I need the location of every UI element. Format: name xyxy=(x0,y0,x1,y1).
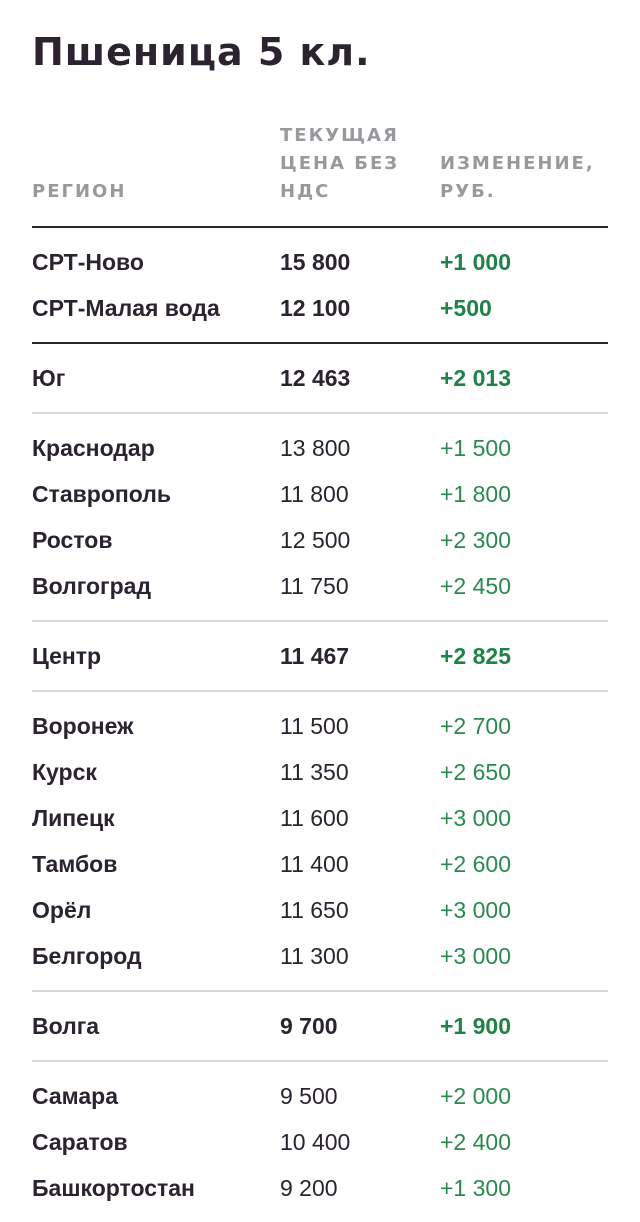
change-cell: +3 000 xyxy=(440,805,511,831)
region-cell: Башкортостан xyxy=(32,1175,195,1201)
change-cell: +2 400 xyxy=(440,1129,511,1155)
region-cell: Курск xyxy=(32,759,97,785)
page-title: Пшеница 5 кл. xyxy=(32,30,371,74)
change-cell: +2 600 xyxy=(440,851,511,877)
region-cell: Тамбов xyxy=(32,851,118,877)
summary-row: СРТ-Малая вода 12 100 +500 xyxy=(32,285,608,331)
price-cell: 10 400 xyxy=(280,1129,351,1155)
change-cell: +2 825 xyxy=(440,643,511,669)
region-cell: Липецк xyxy=(32,805,115,831)
price-cell: 9 700 xyxy=(280,1013,338,1039)
price-cell: 13 800 xyxy=(280,435,351,461)
group-divider xyxy=(32,226,608,228)
region-cell: Орёл xyxy=(32,897,92,923)
group-divider xyxy=(32,690,608,692)
price-cell: 11 400 xyxy=(280,851,349,877)
table-header: РЕГИОН ТЕКУЩАЯ ЦЕНА БЕЗ НДС ИЗМЕНЕНИЕ, Р… xyxy=(32,120,608,206)
price-cell: 12 463 xyxy=(280,365,351,391)
table-row: Самара 9 500 +2 000 xyxy=(32,1073,608,1119)
region-cell: Волга xyxy=(32,1013,100,1039)
change-cell: +1 000 xyxy=(440,249,511,275)
region-cell: Белгород xyxy=(32,943,142,969)
table-row: Воронеж 11 500 +2 700 xyxy=(32,703,608,749)
price-cell: 11 650 xyxy=(280,897,349,923)
price-cell: 11 500 xyxy=(280,713,349,739)
table-row: Курск 11 350 +2 650 xyxy=(32,749,608,795)
region-cell: Волгоград xyxy=(32,573,152,599)
table-row: Саратов 10 400 +2 400 xyxy=(32,1119,608,1165)
group-divider xyxy=(32,412,608,414)
row-group: Воронеж 11 500 +2 700 Курск 11 350 +2 650 Липе… xyxy=(32,692,608,990)
change-cell: +2 450 xyxy=(440,573,511,599)
change-cell: +2 000 xyxy=(440,1083,511,1109)
change-cell: +1 500 xyxy=(440,435,511,461)
price-cell: 12 100 xyxy=(280,295,351,321)
region-cell: Воронеж xyxy=(32,713,134,739)
price-cell: 9 500 xyxy=(280,1083,338,1109)
price-cell: 15 800 xyxy=(280,249,351,275)
table-row: Липецк 11 600 +3 000 xyxy=(32,795,608,841)
price-table: СРТ-Ново 15 800 +1 000 СРТ-Малая вода 12 100… xyxy=(32,226,608,1222)
row-group: Центр 11 467 +2 825 xyxy=(32,622,608,690)
price-cell: 11 600 xyxy=(280,805,349,831)
region-cell: Юг xyxy=(32,365,66,391)
price-cell: 11 750 xyxy=(280,573,349,599)
row-group: Юг 12 463 +2 013 xyxy=(32,344,608,412)
row-group: Краснодар 13 800 +1 500 Ставрополь 11 800 +1 … xyxy=(32,414,608,620)
price-cell: 11 350 xyxy=(280,759,349,785)
region-cell: Ростов xyxy=(32,527,113,553)
region-cell: СРТ-Ново xyxy=(32,249,144,275)
table-row: Краснодар 13 800 +1 500 xyxy=(32,425,608,471)
change-cell: +3 000 xyxy=(440,943,511,969)
summary-row: Центр 11 467 +2 825 xyxy=(32,633,608,679)
change-cell: +1 800 xyxy=(440,481,511,507)
change-cell: +1 900 xyxy=(440,1013,511,1039)
price-cell: 9 200 xyxy=(280,1175,338,1201)
table-row: Башкортостан 9 200 +1 300 xyxy=(32,1165,608,1211)
table-row: Волгоград 11 750 +2 450 xyxy=(32,563,608,609)
summary-row: Волга 9 700 +1 900 xyxy=(32,1003,608,1049)
region-cell: Центр xyxy=(32,643,102,669)
change-cell: +2 700 xyxy=(440,713,511,739)
region-cell: Саратов xyxy=(32,1129,128,1155)
header-region: РЕГИОН xyxy=(32,181,127,202)
price-cell: 11 300 xyxy=(280,943,349,969)
group-divider xyxy=(32,620,608,622)
region-cell: Самара xyxy=(32,1083,119,1109)
header-change: ИЗМЕНЕНИЕ, РУБ. xyxy=(440,153,595,202)
change-cell: +2 650 xyxy=(440,759,511,785)
change-cell: +1 300 xyxy=(440,1175,511,1201)
group-divider xyxy=(32,990,608,992)
row-group: Волга 9 700 +1 900 xyxy=(32,992,608,1060)
price-cell: 11 800 xyxy=(280,481,349,507)
table-row: Ростов 12 500 +2 300 xyxy=(32,517,608,563)
summary-row: Юг 12 463 +2 013 xyxy=(32,355,608,401)
header-price: ТЕКУЩАЯ ЦЕНА БЕЗ НДС xyxy=(280,125,400,202)
row-group: Самара 9 500 +2 000 Саратов 10 400 +2 400 Башк… xyxy=(32,1062,608,1222)
group-divider xyxy=(32,1060,608,1062)
change-cell: +3 000 xyxy=(440,897,511,923)
summary-row: СРТ-Ново 15 800 +1 000 xyxy=(32,239,608,285)
table-row: Белгород 11 300 +3 000 xyxy=(32,933,608,979)
table-row: Орёл 11 650 +3 000 xyxy=(32,887,608,933)
region-cell: СРТ-Малая вода xyxy=(32,295,220,321)
price-cell: 12 500 xyxy=(280,527,351,553)
change-cell: +500 xyxy=(440,295,492,321)
region-cell: Ставрополь xyxy=(32,481,172,507)
price-cell: 11 467 xyxy=(280,643,350,669)
row-group: СРТ-Ново 15 800 +1 000 СРТ-Малая вода 12 100… xyxy=(32,228,608,342)
region-cell: Краснодар xyxy=(32,435,155,461)
group-divider xyxy=(32,342,608,344)
change-cell: +2 300 xyxy=(440,527,511,553)
table-row: Тамбов 11 400 +2 600 xyxy=(32,841,608,887)
change-cell: +2 013 xyxy=(440,365,511,391)
table-row: Ставрополь 11 800 +1 800 xyxy=(32,471,608,517)
